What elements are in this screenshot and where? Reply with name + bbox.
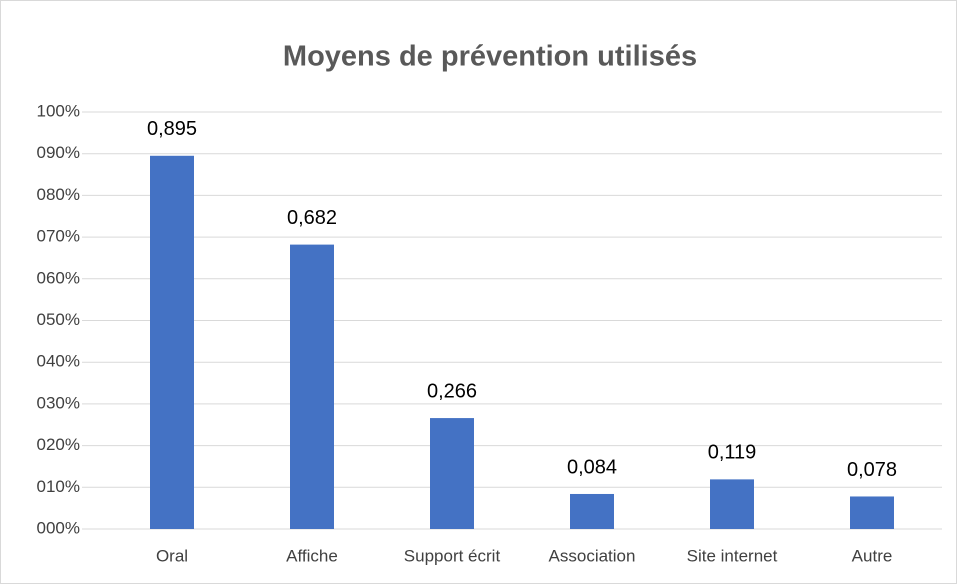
y-tick-label: 090% [37, 143, 80, 162]
x-tick-label: Association [549, 546, 636, 565]
data-label: 0,682 [287, 207, 337, 229]
data-label: 0,078 [847, 459, 897, 481]
bar [850, 496, 894, 529]
y-tick-label: 000% [37, 518, 80, 537]
y-tick-label: 100% [37, 101, 80, 120]
chart-title: Moyens de prévention utilisés [283, 41, 697, 73]
data-label: 0,084 [567, 456, 617, 478]
data-label: 0,266 [427, 380, 477, 402]
bar [430, 418, 474, 529]
x-tick-label: Oral [156, 546, 188, 565]
x-tick-label: Autre [852, 546, 893, 565]
x-tick-label: Site internet [687, 546, 778, 565]
y-tick-label: 080% [37, 185, 80, 204]
y-tick-label: 030% [37, 393, 80, 412]
y-tick-label: 060% [37, 268, 80, 287]
bar [710, 479, 754, 529]
y-tick-label: 050% [37, 310, 80, 329]
bar [290, 244, 334, 529]
data-label: 0,119 [708, 442, 757, 464]
y-tick-label: 010% [37, 477, 80, 496]
y-tick-label: 040% [37, 352, 80, 371]
x-tick-label: Affiche [286, 546, 338, 565]
y-tick-label: 070% [37, 227, 80, 246]
y-tick-label: 020% [37, 435, 80, 454]
x-tick-label: Support écrit [404, 546, 501, 565]
data-label: 0,895 [147, 118, 197, 140]
bar [150, 155, 194, 529]
bar [570, 493, 614, 529]
